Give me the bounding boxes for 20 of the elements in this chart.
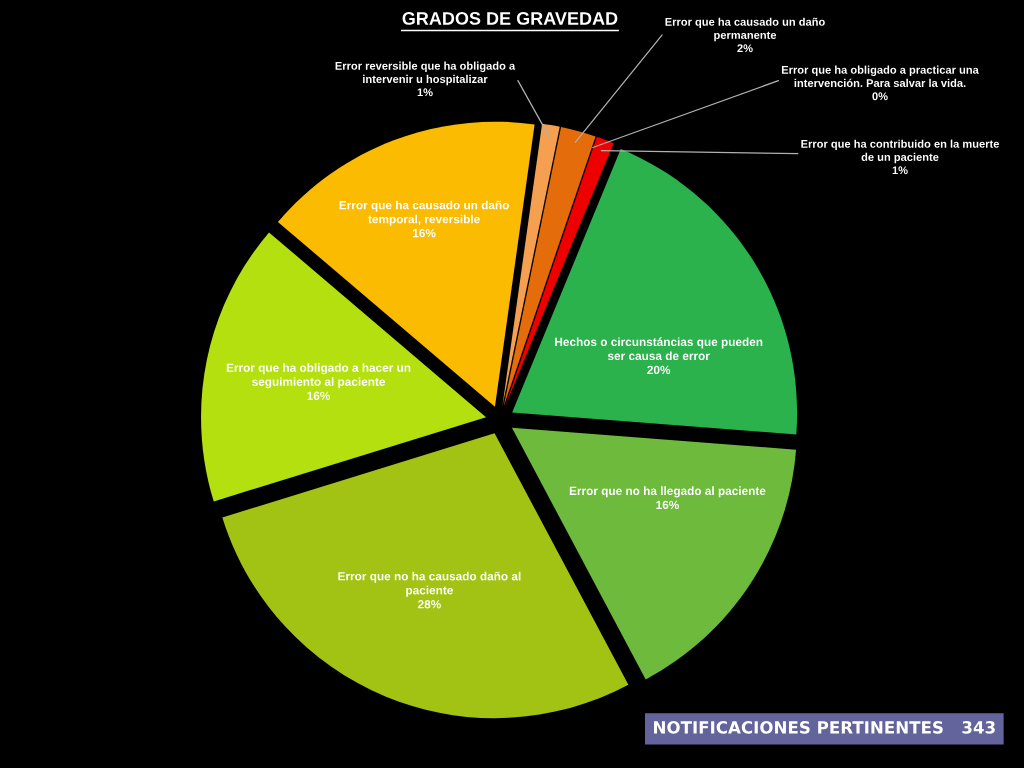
- data-label: 1%: [417, 88, 433, 97]
- category-label: Error que ha obligado a practicar una intervención. Para salvar la vida.: [781, 65, 979, 88]
- data-label: 28%: [418, 600, 441, 609]
- data-label: 16%: [656, 500, 679, 510]
- chart-title: GRADOS DE GRAVEDAD: [402, 12, 618, 25]
- slice-label: Error que ha causado un daño permanente: [665, 17, 825, 42]
- data-label: 16%: [413, 228, 436, 238]
- data-label: 2%: [737, 44, 753, 53]
- slice-label: Error reversible que ha obligado a intervenir u hospitalizar: [335, 61, 516, 86]
- slice-label: Hechos o circunstáncias que pueden ser causa de error: [555, 337, 763, 361]
- data-label: 20%: [647, 365, 671, 375]
- data-label: 1%: [892, 166, 908, 175]
- data-label: 16%: [307, 391, 331, 400]
- text: 0%: [872, 92, 888, 101]
- slice-label: Error que no ha causado daño al paciente: [338, 571, 521, 597]
- text: NOTIFICACIONES PERTINENTES 343: [654, 721, 995, 734]
- slice-label: Error que ha contribuido en la muerte de un paciente: [801, 139, 1000, 164]
- slice-label: Error que ha causado un daño temporal, reversible: [339, 200, 509, 226]
- slice-label: Error que ha obligado a hacer un seguimiento al paciente: [226, 363, 411, 389]
- slice-label: Error que no ha llegado al paciente: [569, 486, 766, 498]
